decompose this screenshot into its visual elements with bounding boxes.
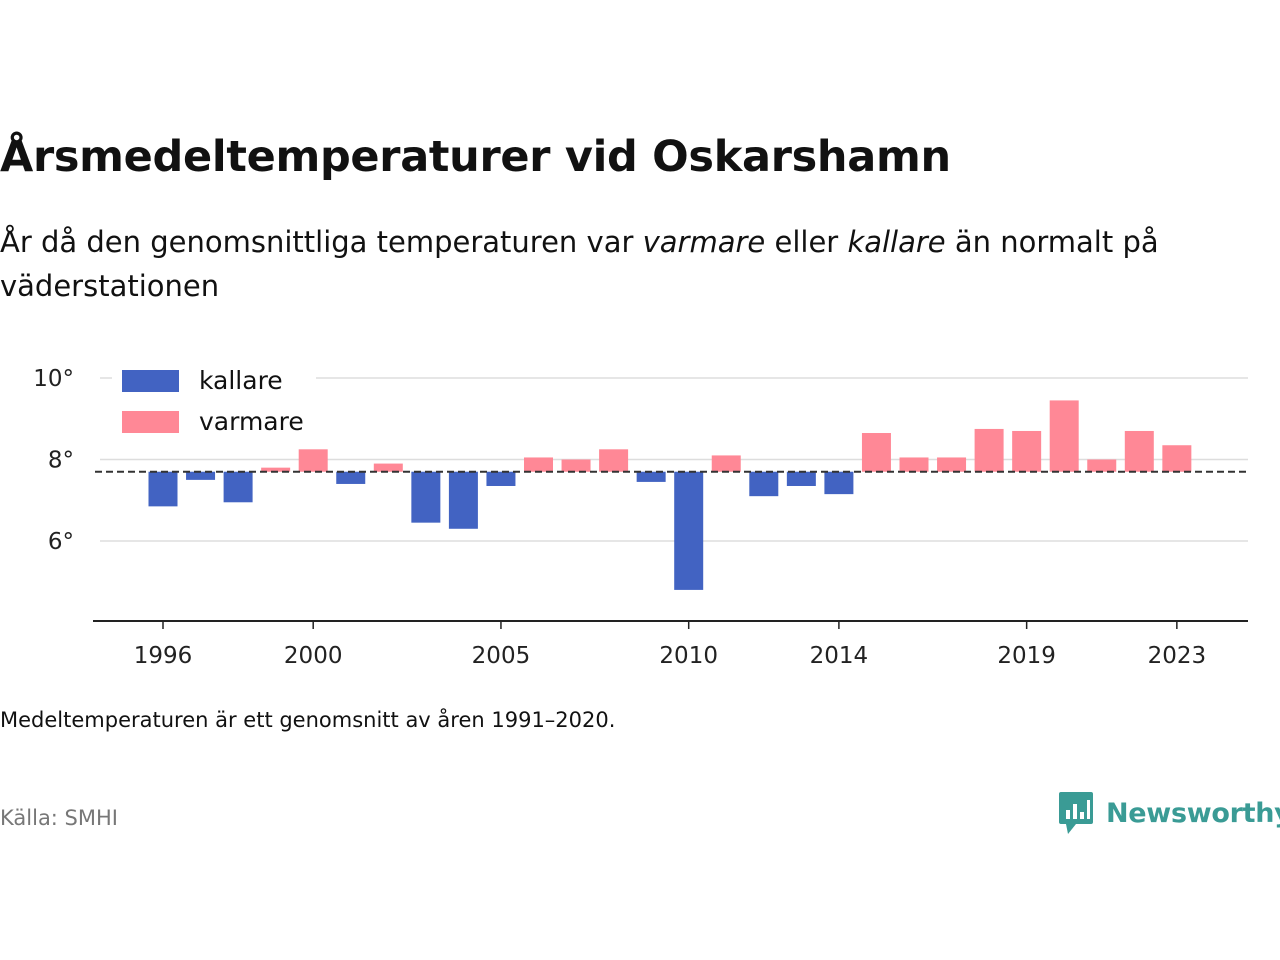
newsworthy-logo-icon (1059, 792, 1093, 834)
bar-kallare-2009 (636, 471, 666, 482)
bar-kallare-2010 (674, 471, 704, 590)
bar-kallare-2001 (336, 471, 366, 484)
bar-varmare-2006 (524, 457, 553, 472)
bar-varmare-2015 (861, 433, 891, 472)
x-tick-label: 2014 (810, 643, 869, 669)
bar-kallare-2013 (786, 471, 816, 486)
subtitle-part1: År då den genomsnittliga temperaturen va… (0, 225, 643, 259)
bar-kallare-2014 (824, 471, 854, 495)
bar-varmare-2016 (899, 457, 929, 472)
bar-varmare-2023 (1162, 445, 1192, 472)
legend-label-varmare: varmare (199, 407, 304, 436)
x-tick-label: 2000 (284, 643, 343, 669)
bar-kallare-2003 (411, 471, 441, 523)
chart-title: Årsmedeltemperaturer vid Oskarshamn (0, 132, 951, 182)
legend-swatch-varmare (122, 411, 179, 433)
bar-varmare-2007 (561, 459, 591, 472)
bar-kallare-1997 (186, 471, 216, 480)
subtitle-part3: än normalt på väderstationen (0, 225, 1159, 303)
y-tick-label: 10° (33, 366, 74, 392)
bar-kallare-2004 (448, 471, 478, 529)
x-tick-label: 1996 (134, 643, 193, 669)
bar-varmare-2008 (599, 449, 629, 472)
chart-note: Medeltemperaturen är ett genomsnitt av å… (0, 708, 616, 732)
bar-kallare-1996 (148, 471, 178, 507)
brand-name: Newsworthy (1106, 797, 1280, 829)
bar-varmare-2000 (298, 449, 328, 472)
bar-kallare-2012 (749, 471, 779, 497)
bar-varmare-2002 (373, 463, 403, 472)
bar-kallare-2005 (486, 471, 516, 486)
legend-swatch-kallare (122, 370, 179, 392)
bar-varmare-2022 (1124, 430, 1154, 472)
legend-label-kallare: kallare (199, 366, 283, 395)
brand-logo[interactable]: Newsworthy (1058, 790, 1280, 836)
x-tick-label: 2010 (659, 643, 718, 669)
bar-varmare-2020 (1049, 400, 1079, 472)
y-tick-label: 8° (48, 448, 74, 474)
bar-varmare-2018 (974, 428, 1004, 472)
bar-varmare-2011 (711, 455, 741, 472)
bar-varmare-1999 (261, 467, 291, 472)
bar-kallare-1998 (223, 471, 253, 503)
chart-subtitle: År då den genomsnittliga temperaturen va… (0, 220, 1270, 308)
y-tick-label: 6° (48, 529, 74, 555)
x-tick-label: 2019 (997, 643, 1056, 669)
subtitle-cold-word: kallare (847, 225, 946, 259)
x-tick-label: 2005 (472, 643, 531, 669)
subtitle-warm-word: varmare (642, 225, 766, 259)
x-tick-label: 2023 (1148, 643, 1207, 669)
subtitle-part2: eller (765, 225, 848, 259)
bar-chart: 6° 8° 10° 1996 2000 2005 2010 2014 2019 2023 kalla… (33, 362, 1248, 669)
bar-varmare-2017 (937, 457, 967, 472)
bar-varmare-2021 (1087, 459, 1117, 472)
chart-source: Källa: SMHI (0, 806, 118, 830)
bar-varmare-2019 (1012, 430, 1042, 472)
